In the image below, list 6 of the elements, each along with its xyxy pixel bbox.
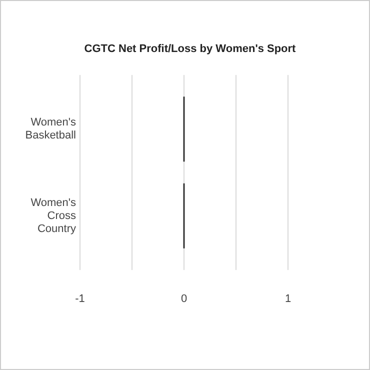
x-tick-label: -1 [75, 293, 85, 305]
y-tick-label: Women's Cross Country [30, 196, 76, 235]
chart-title: CGTC Net Profit/Loss by Women's Sport [84, 43, 296, 55]
x-tick-label: 0 [180, 293, 188, 305]
x-tick-label: 1 [284, 293, 292, 305]
y-tick-label: Women's Basketball [25, 116, 76, 142]
